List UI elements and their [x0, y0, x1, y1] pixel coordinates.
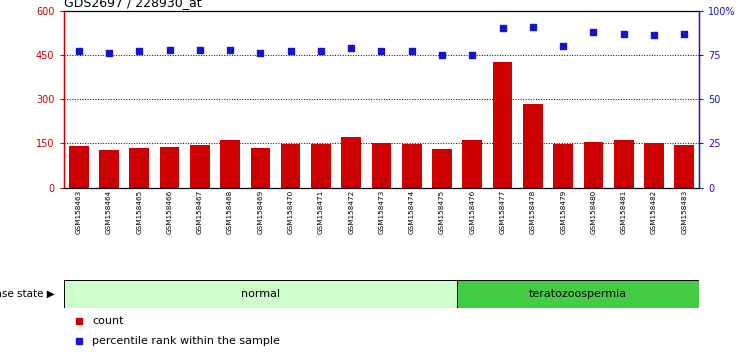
Text: GSM158481: GSM158481 — [621, 189, 627, 234]
Point — [648, 33, 660, 38]
Text: GSM158482: GSM158482 — [651, 189, 657, 234]
Text: GSM158463: GSM158463 — [76, 189, 82, 234]
Bar — [160, 147, 180, 188]
Bar — [554, 144, 573, 188]
Bar — [462, 139, 482, 188]
Point — [164, 47, 176, 52]
Bar — [614, 140, 634, 188]
Point — [133, 48, 145, 54]
Point — [194, 47, 206, 52]
Text: GSM158464: GSM158464 — [106, 189, 112, 234]
Text: GSM158479: GSM158479 — [560, 189, 566, 234]
Point — [103, 50, 115, 56]
Text: GSM158467: GSM158467 — [197, 189, 203, 234]
Text: GDS2697 / 228930_at: GDS2697 / 228930_at — [64, 0, 201, 10]
Text: count: count — [92, 316, 123, 326]
Text: GSM158475: GSM158475 — [439, 189, 445, 234]
Point — [315, 48, 327, 54]
Point — [678, 31, 690, 36]
Text: disease state ▶: disease state ▶ — [0, 289, 55, 299]
Text: GSM158476: GSM158476 — [469, 189, 475, 234]
Point — [346, 45, 358, 51]
Point — [73, 48, 85, 54]
Text: percentile rank within the sample: percentile rank within the sample — [92, 336, 280, 346]
Point — [436, 52, 448, 58]
Point — [557, 43, 569, 49]
Bar — [190, 145, 209, 188]
Bar — [675, 145, 694, 188]
Point — [285, 48, 297, 54]
Text: GSM158474: GSM158474 — [408, 189, 414, 234]
Point — [254, 50, 266, 56]
Bar — [311, 144, 331, 188]
Bar — [99, 150, 119, 188]
Text: GSM158480: GSM158480 — [590, 189, 596, 234]
Text: GSM158470: GSM158470 — [288, 189, 294, 234]
Bar — [432, 149, 452, 188]
Text: GSM158468: GSM158468 — [227, 189, 233, 234]
Text: GSM158471: GSM158471 — [318, 189, 324, 234]
Text: GSM158472: GSM158472 — [349, 189, 355, 234]
Bar — [644, 143, 663, 188]
Text: GSM158466: GSM158466 — [167, 189, 173, 234]
Point — [527, 24, 539, 29]
Bar — [341, 137, 361, 188]
Bar — [129, 148, 149, 188]
Bar — [69, 146, 88, 188]
Bar — [493, 62, 512, 188]
Text: GSM158477: GSM158477 — [500, 189, 506, 234]
Bar — [64, 280, 457, 308]
Bar — [523, 103, 543, 188]
Point — [497, 25, 509, 31]
Bar — [583, 142, 603, 188]
Point — [618, 31, 630, 36]
Text: GSM158478: GSM158478 — [530, 189, 536, 234]
Text: GSM158483: GSM158483 — [681, 189, 687, 234]
Point — [587, 29, 599, 35]
Point — [405, 48, 417, 54]
Bar — [251, 148, 270, 188]
Text: normal: normal — [241, 289, 280, 299]
Bar — [372, 143, 391, 188]
Text: GSM158469: GSM158469 — [257, 189, 263, 234]
Text: teratozoospermia: teratozoospermia — [530, 289, 628, 299]
Text: GSM158465: GSM158465 — [136, 189, 142, 234]
Bar — [402, 144, 422, 188]
Point — [466, 52, 478, 58]
Text: GSM158473: GSM158473 — [378, 189, 384, 234]
Bar — [280, 144, 301, 188]
Bar — [220, 140, 240, 188]
Bar — [457, 280, 699, 308]
Point — [375, 48, 387, 54]
Point — [224, 47, 236, 52]
